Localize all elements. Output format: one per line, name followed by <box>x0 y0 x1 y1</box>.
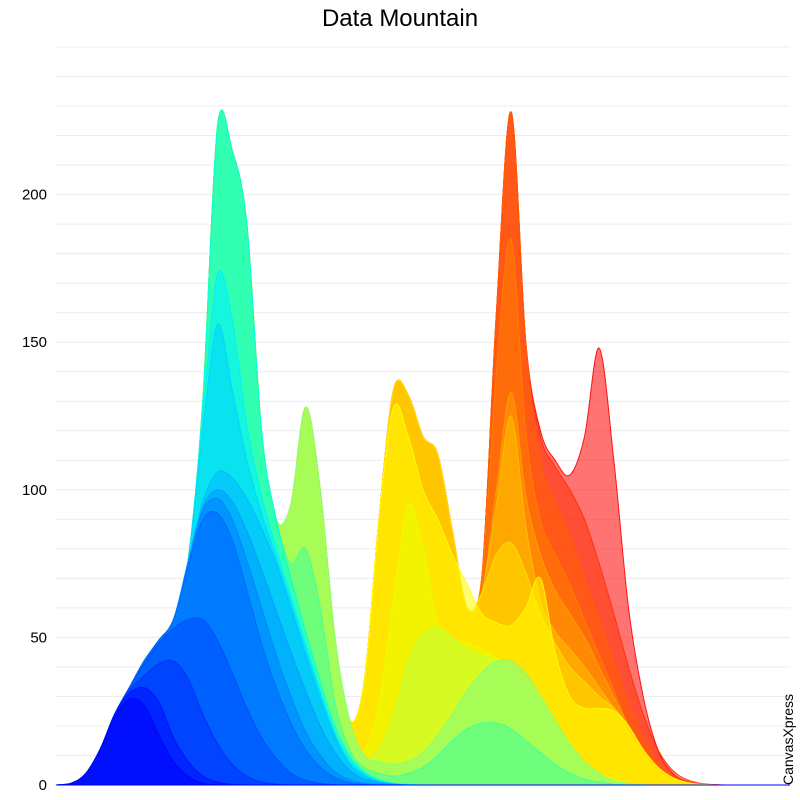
watermark: CanvasXpress <box>780 694 796 785</box>
series-area-1 <box>55 698 790 786</box>
y-tick-label: 150 <box>22 334 47 351</box>
y-tick-label: 0 <box>39 777 47 794</box>
series-layer <box>55 109 790 786</box>
y-tick-label: 200 <box>22 187 47 204</box>
y-axis-ticks: 0 50 100 150 200 <box>22 187 47 794</box>
chart-title: Data Mountain <box>322 5 478 32</box>
y-tick-label: 100 <box>22 482 47 499</box>
y-tick-label: 50 <box>30 629 47 646</box>
